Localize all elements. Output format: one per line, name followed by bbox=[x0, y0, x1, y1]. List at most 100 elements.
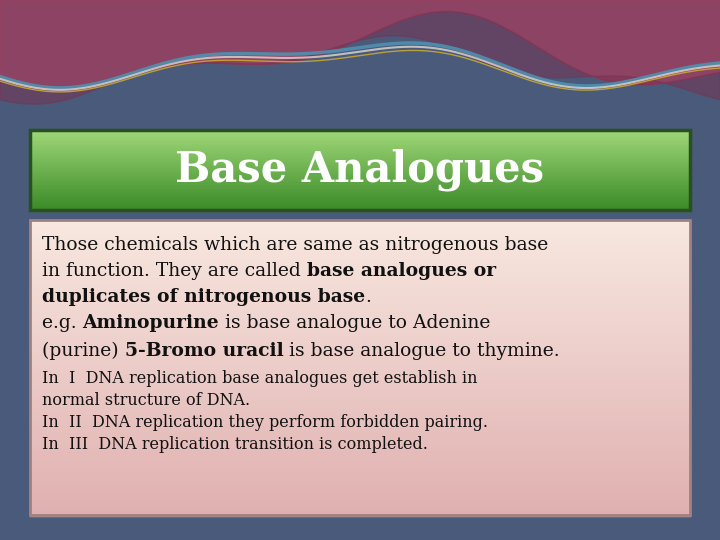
Bar bbox=[30, 166, 690, 168]
Bar bbox=[30, 159, 690, 161]
Bar bbox=[30, 130, 690, 132]
Bar bbox=[30, 449, 690, 453]
Bar bbox=[30, 497, 690, 501]
Bar bbox=[30, 191, 690, 193]
Bar bbox=[30, 312, 690, 316]
Bar bbox=[30, 170, 690, 172]
Text: is base analogue to Adenine: is base analogue to Adenine bbox=[220, 314, 490, 332]
Bar bbox=[30, 375, 690, 379]
Bar bbox=[30, 301, 690, 305]
Bar bbox=[30, 411, 690, 416]
Bar bbox=[30, 434, 690, 438]
Bar bbox=[30, 162, 690, 164]
Bar bbox=[30, 353, 690, 357]
Bar bbox=[30, 188, 690, 191]
Bar bbox=[30, 316, 690, 320]
Bar bbox=[30, 453, 690, 456]
Bar bbox=[30, 441, 690, 445]
Bar bbox=[30, 143, 690, 145]
Bar bbox=[30, 360, 690, 364]
Bar bbox=[30, 197, 690, 199]
Bar bbox=[30, 156, 690, 157]
Bar bbox=[30, 275, 690, 280]
Bar bbox=[30, 508, 690, 512]
Bar bbox=[30, 467, 690, 471]
Text: e.g.: e.g. bbox=[42, 314, 83, 332]
Bar bbox=[30, 382, 690, 387]
Bar bbox=[30, 342, 690, 346]
Text: In  I  DNA replication base analogues get establish in: In I DNA replication base analogues get … bbox=[42, 370, 477, 387]
Bar bbox=[30, 463, 690, 468]
Bar bbox=[30, 415, 690, 420]
Bar bbox=[30, 294, 690, 298]
Bar bbox=[30, 204, 690, 205]
Bar bbox=[30, 334, 690, 339]
Bar bbox=[30, 130, 690, 210]
Bar bbox=[30, 176, 690, 177]
Bar bbox=[30, 423, 690, 427]
Bar bbox=[30, 184, 690, 185]
Bar bbox=[30, 198, 690, 200]
Bar bbox=[30, 182, 690, 184]
Bar bbox=[30, 131, 690, 133]
Bar bbox=[30, 207, 690, 209]
Bar bbox=[30, 390, 690, 394]
Bar bbox=[30, 147, 690, 149]
Bar bbox=[30, 138, 690, 140]
Text: .: . bbox=[365, 288, 371, 306]
Bar bbox=[30, 167, 690, 169]
Bar bbox=[30, 242, 690, 246]
Bar bbox=[30, 437, 690, 442]
Bar bbox=[30, 158, 690, 160]
Bar bbox=[30, 178, 690, 180]
Text: (purine): (purine) bbox=[42, 342, 125, 360]
Bar bbox=[30, 327, 690, 331]
Bar bbox=[30, 163, 690, 165]
Text: normal structure of DNA.: normal structure of DNA. bbox=[42, 392, 250, 409]
Bar bbox=[30, 430, 690, 434]
Bar bbox=[30, 279, 690, 283]
Bar bbox=[30, 139, 690, 141]
Bar bbox=[30, 485, 690, 490]
Bar bbox=[30, 142, 690, 144]
Bar bbox=[30, 151, 690, 153]
Bar bbox=[30, 253, 690, 258]
Bar bbox=[30, 202, 690, 204]
Bar bbox=[30, 356, 690, 361]
Bar bbox=[30, 264, 690, 268]
Bar bbox=[30, 146, 690, 148]
Bar bbox=[30, 478, 690, 482]
Bar bbox=[30, 181, 690, 183]
Bar bbox=[30, 401, 690, 405]
Bar bbox=[30, 349, 690, 353]
Bar bbox=[30, 493, 690, 497]
Bar bbox=[30, 482, 690, 486]
Bar bbox=[30, 504, 690, 508]
Bar bbox=[30, 419, 690, 423]
Bar bbox=[30, 298, 690, 302]
Bar bbox=[30, 150, 690, 152]
Bar bbox=[30, 208, 690, 211]
Bar bbox=[30, 460, 690, 464]
Bar bbox=[30, 199, 690, 201]
Bar bbox=[30, 187, 690, 189]
Bar bbox=[30, 224, 690, 228]
Bar bbox=[30, 249, 690, 254]
Bar bbox=[30, 185, 690, 186]
Bar bbox=[30, 346, 690, 349]
Bar bbox=[30, 305, 690, 309]
Bar bbox=[30, 186, 690, 188]
Bar bbox=[30, 145, 690, 146]
Bar bbox=[30, 235, 690, 239]
Bar bbox=[30, 190, 690, 192]
Bar bbox=[30, 445, 690, 449]
Text: duplicates of nitrogenous base: duplicates of nitrogenous base bbox=[42, 288, 365, 306]
Bar bbox=[30, 161, 690, 163]
Bar bbox=[30, 268, 690, 272]
Bar bbox=[30, 174, 690, 176]
Bar bbox=[30, 206, 690, 208]
Bar bbox=[30, 246, 690, 250]
Text: Those chemicals which are same as nitrogenous base: Those chemicals which are same as nitrog… bbox=[42, 236, 548, 254]
Bar bbox=[30, 239, 690, 242]
Text: Base Analogues: Base Analogues bbox=[176, 148, 544, 191]
